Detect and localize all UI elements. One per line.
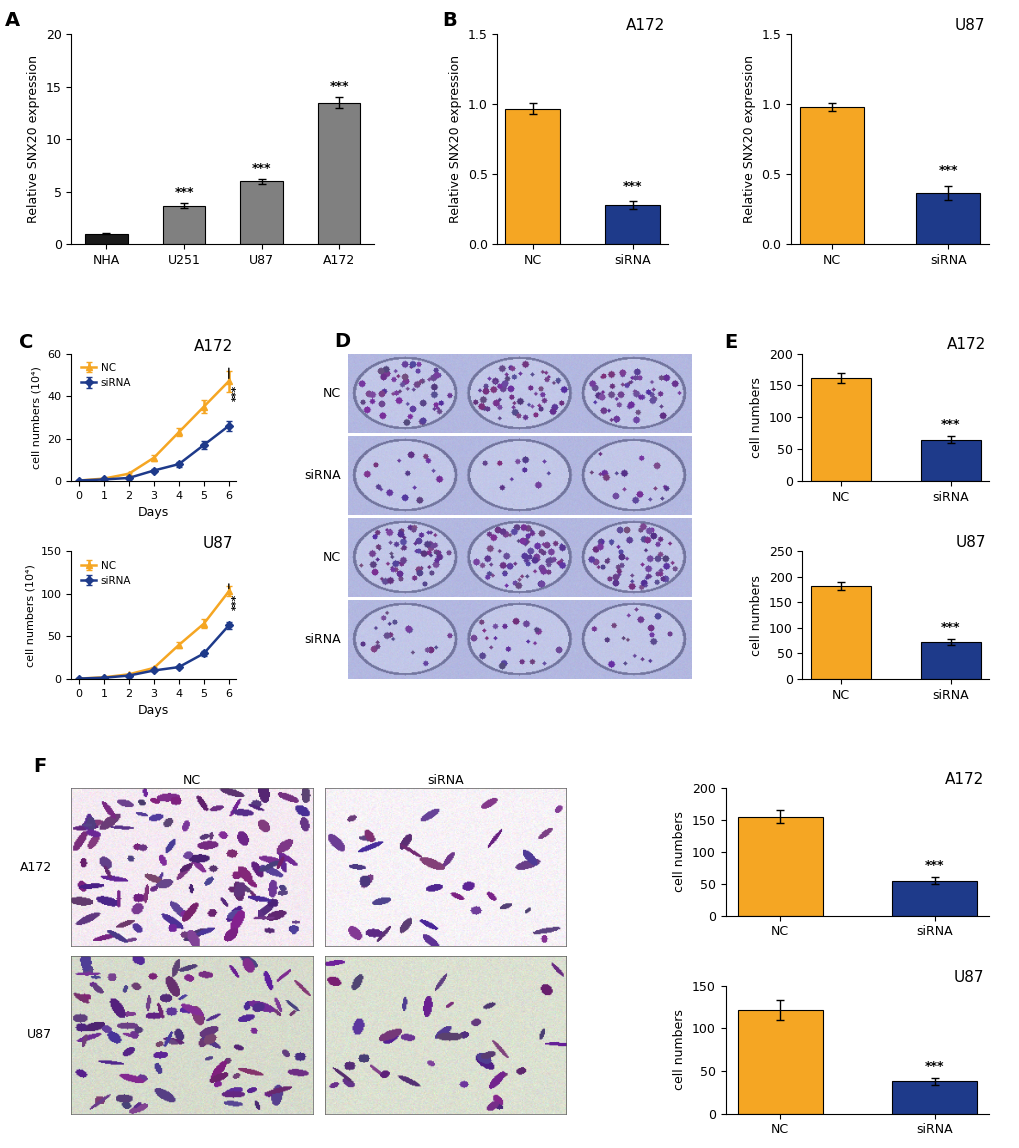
Text: U87: U87 (954, 535, 984, 550)
Bar (810, 587, 870, 678)
Text: U87: U87 (203, 536, 232, 551)
Bar (920, 642, 980, 678)
Y-axis label: Relative SNX20 expression: Relative SNX20 expression (28, 55, 40, 224)
Bar (892, 881, 976, 916)
Legend: NC, siRNA: NC, siRNA (76, 358, 136, 393)
Title: siRNA: siRNA (427, 774, 464, 786)
Bar (810, 378, 870, 481)
Text: A: A (5, 11, 20, 30)
Y-axis label: cell numbers: cell numbers (673, 812, 686, 892)
Bar (240, 181, 282, 245)
Y-axis label: cell numbers (10⁴): cell numbers (10⁴) (32, 366, 42, 468)
Y-axis label: cell numbers (10⁴): cell numbers (10⁴) (25, 564, 35, 667)
Bar (604, 205, 659, 245)
Bar (737, 816, 822, 916)
Text: siRNA: siRNA (304, 633, 340, 646)
Text: ***: *** (174, 186, 194, 200)
Text: B: B (442, 11, 458, 30)
Text: ***: *** (623, 179, 642, 193)
Text: A172: A172 (946, 338, 984, 352)
Bar (737, 1010, 822, 1114)
Legend: NC, siRNA: NC, siRNA (76, 557, 136, 590)
Text: ***: *** (941, 621, 960, 634)
Y-axis label: U87: U87 (26, 1029, 52, 1041)
Bar (920, 440, 980, 481)
Text: ***: *** (937, 164, 957, 177)
Text: U87: U87 (954, 18, 984, 33)
Y-axis label: A172: A172 (19, 861, 52, 874)
X-axis label: Days: Days (139, 704, 169, 718)
X-axis label: Days: Days (139, 506, 169, 519)
Bar (318, 102, 360, 245)
Text: A172: A172 (194, 339, 232, 354)
Text: ***: *** (329, 79, 348, 93)
Text: E: E (723, 333, 737, 352)
Bar (800, 107, 863, 245)
Text: A172: A172 (625, 18, 664, 33)
Text: siRNA: siRNA (304, 468, 340, 482)
Y-axis label: cell numbers: cell numbers (750, 575, 762, 656)
Bar (85, 234, 127, 245)
Text: C: C (18, 333, 33, 352)
Text: NC: NC (322, 551, 340, 564)
Text: ***: *** (941, 418, 960, 432)
Text: ***: *** (231, 385, 242, 401)
Text: ***: *** (252, 162, 271, 174)
Y-axis label: cell numbers: cell numbers (750, 377, 762, 458)
Bar (915, 193, 979, 245)
Y-axis label: cell numbers: cell numbers (673, 1009, 686, 1091)
Bar (504, 109, 559, 245)
Text: NC: NC (322, 387, 340, 400)
Y-axis label: Relative SNX20 expression: Relative SNX20 expression (742, 55, 755, 224)
Bar (163, 205, 205, 245)
Text: D: D (333, 332, 350, 351)
Y-axis label: Relative SNX20 expression: Relative SNX20 expression (448, 55, 462, 224)
Text: ***: *** (231, 594, 242, 610)
Text: A172: A172 (944, 771, 983, 786)
Text: U87: U87 (953, 970, 983, 985)
Bar (892, 1081, 976, 1114)
Text: ***: *** (924, 1060, 944, 1072)
Text: ***: *** (924, 860, 944, 872)
Title: NC: NC (182, 774, 201, 786)
Text: F: F (33, 758, 46, 776)
